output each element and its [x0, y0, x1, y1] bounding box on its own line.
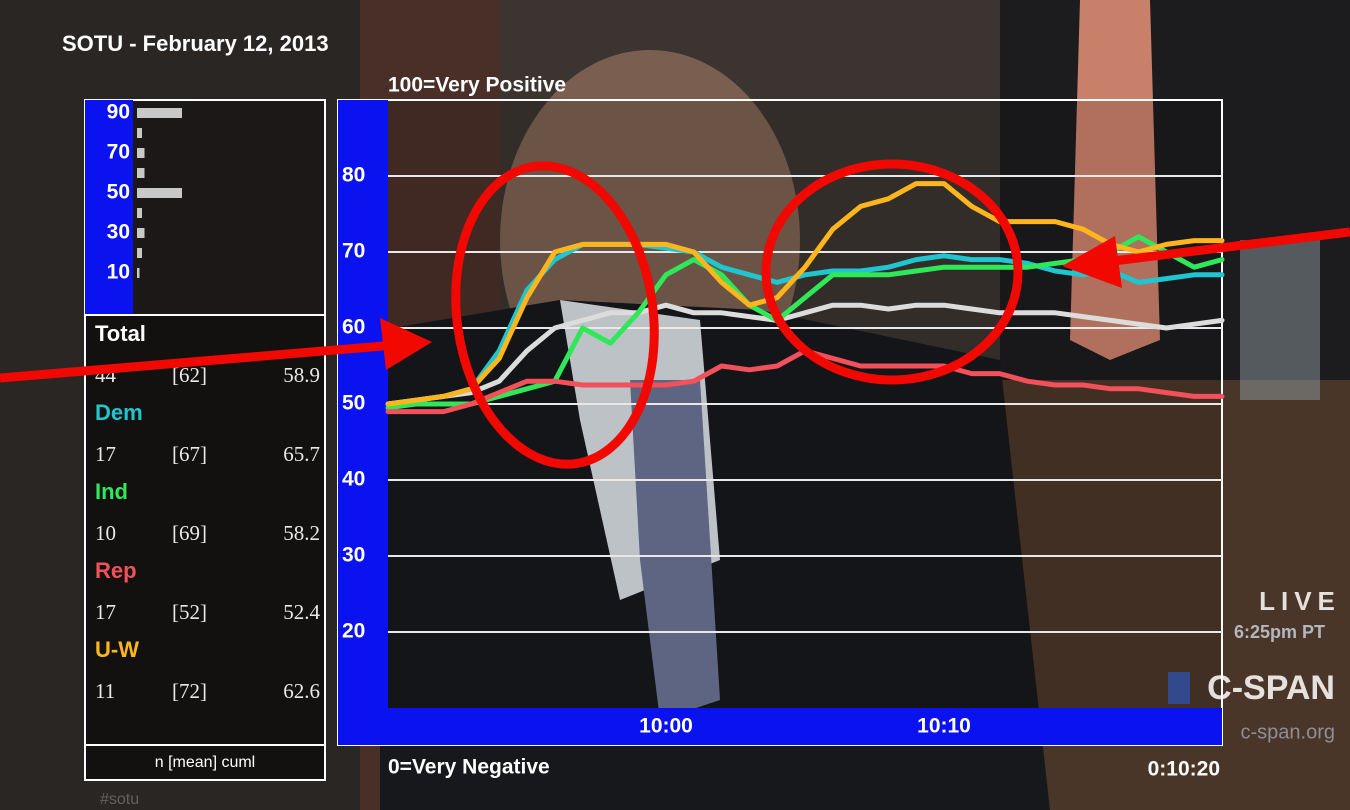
- stat-mean: [72]: [172, 679, 207, 703]
- bottom-label: 0=Very Negative: [388, 756, 550, 779]
- x-tick-label: 10:10: [917, 715, 971, 738]
- legend-name: Ind: [95, 479, 128, 504]
- stat-cuml: 52.4: [283, 600, 320, 624]
- x-axis-strip: [388, 708, 1222, 745]
- network-site: c-span.org: [1241, 721, 1336, 743]
- histogram-label: 70: [107, 141, 130, 164]
- stats-footer: n [mean] cuml: [155, 754, 255, 771]
- histogram-label: 50: [107, 181, 130, 204]
- stat-cuml: 58.2: [283, 521, 320, 545]
- histogram-bar: [137, 168, 145, 178]
- histogram-bar: [137, 108, 182, 118]
- legend-name: Rep: [95, 558, 137, 583]
- stat-mean: [67]: [172, 442, 207, 466]
- stat-n: 17: [95, 442, 116, 466]
- stat-n: 11: [95, 679, 115, 703]
- histogram-bar: [137, 248, 142, 258]
- live-label: LIVE: [1259, 586, 1341, 616]
- y-tick-label: 20: [342, 620, 365, 643]
- elapsed-time: 0:10:20: [1148, 758, 1220, 781]
- stat-mean: [69]: [172, 521, 207, 545]
- legend-name: U-W: [95, 637, 139, 662]
- histogram-bar: [137, 228, 145, 238]
- legend-name: Total: [95, 321, 146, 346]
- plot-frame: [338, 100, 1222, 745]
- stat-mean: [52]: [172, 600, 207, 624]
- chart-title: SOTU - February 12, 2013: [62, 31, 329, 56]
- y-tick-label: 60: [342, 316, 365, 339]
- histogram-label: 90: [107, 101, 130, 124]
- stat-cuml: 65.7: [283, 442, 320, 466]
- histogram-bar: [137, 128, 142, 138]
- stat-n: 17: [95, 600, 116, 624]
- stat-cuml: 62.6: [283, 679, 320, 703]
- top-label: 100=Very Positive: [388, 74, 566, 97]
- network-logo: [1168, 672, 1190, 704]
- y-tick-label: 80: [342, 164, 365, 187]
- histogram-label: 10: [107, 261, 130, 284]
- network-name: C-SPAN: [1207, 669, 1335, 707]
- screen: SOTU - February 12, 2013 100=Very Positi…: [0, 0, 1350, 810]
- y-tick-label: 70: [342, 240, 365, 263]
- hashtag: #sotu: [100, 791, 139, 808]
- y-tick-label: 50: [342, 392, 365, 415]
- y-axis-strip: [338, 100, 388, 745]
- histogram-label: 30: [107, 221, 130, 244]
- live-time: 6:25pm PT: [1234, 622, 1325, 642]
- x-tick-label: 10:00: [639, 715, 693, 738]
- y-tick-label: 40: [342, 468, 365, 491]
- legend-name: Dem: [95, 400, 143, 425]
- histogram-bar: [137, 148, 145, 158]
- stat-cuml: 58.9: [283, 363, 320, 387]
- histogram-bar: [137, 188, 182, 198]
- y-tick-label: 30: [342, 544, 365, 567]
- histogram-bar: [137, 208, 142, 218]
- stat-n: 10: [95, 521, 116, 545]
- histogram-bar: [137, 268, 140, 278]
